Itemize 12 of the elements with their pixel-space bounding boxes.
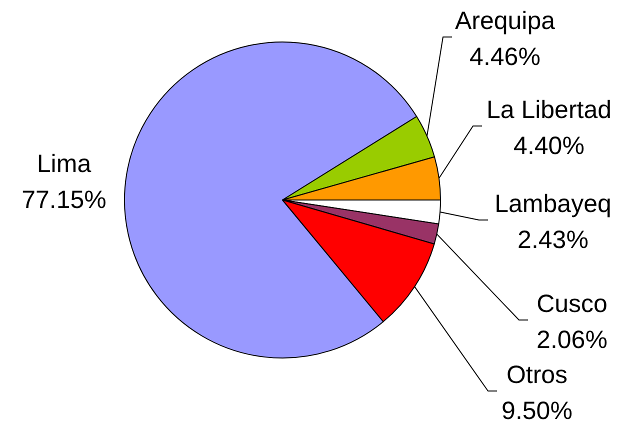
slice-label: Otros [506,361,568,389]
data-label: 4.40% [514,132,584,160]
slice-label: Cusco [536,290,608,318]
data-label: 9.50% [502,397,572,423]
slice-label: Lima [36,150,92,178]
slice-label: La Libertad [486,96,612,124]
slice-label: Lambayeq [494,190,612,218]
data-label: 2.43% [518,226,588,254]
slice-label: Arequipa [454,7,556,35]
data-label: 4.46% [470,43,540,71]
data-label: 77.15% [22,186,106,214]
data-label: 2.06% [536,326,608,354]
